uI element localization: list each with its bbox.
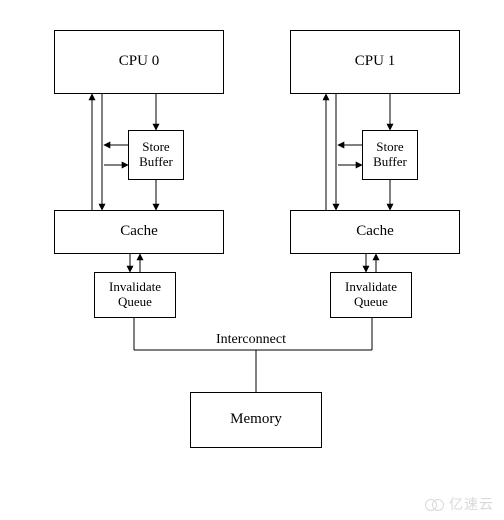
watermark-text: 亿速云	[449, 494, 494, 514]
node-cache-0: Cache	[54, 210, 224, 254]
label-interconnect: Interconnect	[216, 332, 286, 348]
watermark: 亿速云	[425, 494, 494, 514]
node-invalidate-queue-0-label: InvalidateQueue	[109, 280, 161, 310]
node-cpu1-label: CPU 1	[355, 53, 395, 70]
node-cache-0-label: Cache	[120, 223, 157, 240]
node-invalidate-queue-0: InvalidateQueue	[94, 272, 176, 318]
node-cpu0: CPU 0	[54, 30, 224, 94]
node-store-buffer-1: StoreBuffer	[362, 130, 418, 180]
node-invalidate-queue-1: InvalidateQueue	[330, 272, 412, 318]
node-cache-1-label: Cache	[356, 223, 393, 240]
node-cpu0-label: CPU 0	[119, 53, 159, 70]
node-cache-1: Cache	[290, 210, 460, 254]
node-store-buffer-0-label: StoreBuffer	[139, 140, 173, 170]
label-interconnect-text: Interconnect	[216, 332, 286, 347]
node-store-buffer-0: StoreBuffer	[128, 130, 184, 180]
node-memory: Memory	[190, 392, 322, 448]
node-cpu1: CPU 1	[290, 30, 460, 94]
cloud-icon	[425, 497, 445, 511]
node-invalidate-queue-1-label: InvalidateQueue	[345, 280, 397, 310]
node-store-buffer-1-label: StoreBuffer	[373, 140, 407, 170]
node-memory-label: Memory	[230, 411, 282, 428]
